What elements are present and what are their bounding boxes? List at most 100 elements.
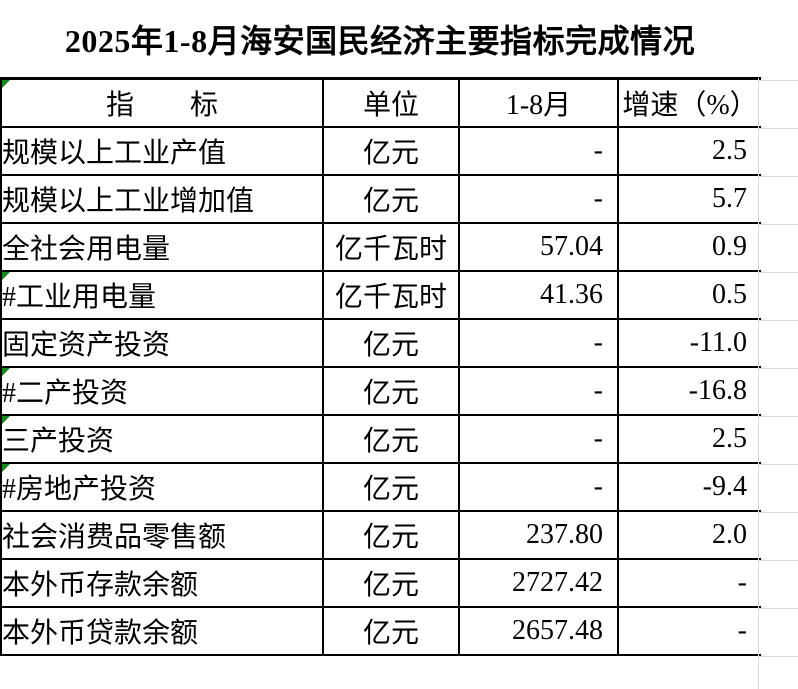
unit-cell-value: 亿元 bbox=[362, 378, 419, 409]
period-cell[interactable]: - bbox=[459, 127, 619, 176]
growth-cell-value: 0.9 bbox=[712, 231, 747, 262]
indicator-cell[interactable]: 规模以上工业产值 bbox=[1, 127, 324, 176]
error-indicator-triangle bbox=[2, 416, 10, 424]
table-row: 规模以上工业产值 亿元 - 2.5 bbox=[1, 127, 761, 176]
indicator-cell[interactable]: #房地产投资 bbox=[1, 463, 324, 512]
unit-cell-value: 亿元 bbox=[362, 618, 419, 649]
period-cell[interactable]: - bbox=[459, 367, 619, 416]
unit-cell[interactable]: 亿千瓦时 bbox=[323, 223, 460, 272]
period-cell[interactable]: 237.80 bbox=[459, 511, 619, 560]
period-cell[interactable]: - bbox=[459, 319, 619, 368]
period-cell[interactable]: - bbox=[459, 463, 619, 512]
growth-cell[interactable]: 5.7 bbox=[618, 175, 761, 224]
indicator-cell[interactable]: 社会消费品零售额 bbox=[1, 511, 324, 560]
header-period-label: 1-8月 bbox=[505, 90, 572, 121]
indicator-cell[interactable]: 固定资产投资 bbox=[1, 319, 324, 368]
indicator-cell-value: 全社会用电量 bbox=[2, 234, 171, 265]
gridline-vertical bbox=[758, 78, 759, 689]
table-row: 社会消费品零售额 亿元 237.80 2.0 bbox=[1, 511, 761, 560]
growth-cell[interactable]: 2.0 bbox=[618, 511, 761, 560]
period-cell[interactable]: - bbox=[459, 415, 619, 464]
period-cell-value: 41.36 bbox=[540, 279, 603, 310]
header-period-cell[interactable]: 1-8月 bbox=[459, 78, 619, 128]
unit-cell-value: 亿元 bbox=[362, 474, 419, 505]
indicator-cell-value: 三产投资 bbox=[2, 426, 115, 457]
header-row: 指 标 单位 1-8月 增速（%） bbox=[1, 78, 761, 128]
error-indicator-triangle bbox=[2, 464, 10, 472]
unit-cell[interactable]: 亿元 bbox=[323, 511, 460, 560]
unit-cell[interactable]: 亿元 bbox=[323, 127, 460, 176]
unit-cell[interactable]: 亿元 bbox=[323, 319, 460, 368]
unit-cell-value: 亿千瓦时 bbox=[334, 282, 447, 313]
page-title: 2025年1-8月海安国民经济主要指标完成情况 bbox=[64, 22, 696, 59]
unit-cell[interactable]: 亿元 bbox=[323, 175, 460, 224]
header-growth-label: 增速（%） bbox=[622, 90, 758, 121]
growth-cell[interactable]: 0.9 bbox=[618, 223, 761, 272]
growth-cell-value: 0.5 bbox=[712, 279, 747, 310]
indicator-cell[interactable]: 本外币存款余额 bbox=[1, 559, 324, 608]
period-cell-value: - bbox=[593, 423, 603, 454]
indicator-cell[interactable]: 三产投资 bbox=[1, 415, 324, 464]
indicator-cell-value: 规模以上工业增加值 bbox=[2, 186, 255, 217]
indicator-cell[interactable]: 全社会用电量 bbox=[1, 223, 324, 272]
period-cell-value: 2727.42 bbox=[512, 567, 603, 598]
unit-cell-value: 亿元 bbox=[362, 186, 419, 217]
period-cell[interactable]: 2727.42 bbox=[459, 559, 619, 608]
gridline-right-strip bbox=[759, 80, 798, 687]
period-cell-value: 57.04 bbox=[540, 231, 603, 262]
unit-cell-value: 亿元 bbox=[362, 522, 419, 553]
table-row: 三产投资 亿元 - 2.5 bbox=[1, 415, 761, 464]
indicator-cell[interactable]: 规模以上工业增加值 bbox=[1, 175, 324, 224]
unit-cell[interactable]: 亿元 bbox=[323, 559, 460, 608]
indicator-cell[interactable]: #工业用电量 bbox=[1, 271, 324, 320]
indicator-cell-value: #工业用电量 bbox=[2, 282, 157, 313]
unit-cell[interactable]: 亿千瓦时 bbox=[323, 271, 460, 320]
growth-cell[interactable]: -11.0 bbox=[618, 319, 761, 368]
indicators-table: 指 标 单位 1-8月 增速（%） 规模以上工业产值 亿元 -2.5 规模以上工业增加… bbox=[0, 77, 761, 656]
period-cell[interactable]: 57.04 bbox=[459, 223, 619, 272]
title-cell[interactable]: 2025年1-8月海安国民经济主要指标完成情况 bbox=[0, 0, 760, 77]
header-growth-cell[interactable]: 增速（%） bbox=[618, 78, 761, 128]
growth-cell-value: 2.5 bbox=[712, 423, 747, 454]
growth-cell-value: 5.7 bbox=[712, 183, 747, 214]
period-cell[interactable]: 2657.48 bbox=[459, 607, 619, 656]
growth-cell[interactable]: - bbox=[618, 607, 761, 656]
indicator-cell-value: 本外币存款余额 bbox=[2, 570, 199, 601]
unit-cell[interactable]: 亿元 bbox=[323, 607, 460, 656]
indicator-cell-value: 规模以上工业产值 bbox=[2, 138, 227, 169]
period-cell[interactable]: 41.36 bbox=[459, 271, 619, 320]
growth-cell[interactable]: - bbox=[618, 559, 761, 608]
unit-cell[interactable]: 亿元 bbox=[323, 463, 460, 512]
header-unit-label: 单位 bbox=[362, 90, 419, 121]
unit-cell-value: 亿千瓦时 bbox=[334, 234, 447, 265]
growth-cell[interactable]: 2.5 bbox=[618, 127, 761, 176]
header-indicator-label: 指 标 bbox=[105, 90, 218, 121]
growth-cell[interactable]: -16.8 bbox=[618, 367, 761, 416]
table-row: #二产投资 亿元 - -16.8 bbox=[1, 367, 761, 416]
unit-cell[interactable]: 亿元 bbox=[323, 415, 460, 464]
header-indicator-cell[interactable]: 指 标 bbox=[1, 78, 324, 128]
indicator-cell-value: 本外币贷款余额 bbox=[2, 618, 199, 649]
period-cell[interactable]: - bbox=[459, 175, 619, 224]
table-row: #房地产投资 亿元 - -9.4 bbox=[1, 463, 761, 512]
unit-cell[interactable]: 亿元 bbox=[323, 367, 460, 416]
header-unit-cell[interactable]: 单位 bbox=[323, 78, 460, 128]
table-row: 全社会用电量 亿千瓦时 57.04 0.9 bbox=[1, 223, 761, 272]
unit-cell-value: 亿元 bbox=[362, 570, 419, 601]
table-row: #工业用电量 亿千瓦时 41.36 0.5 bbox=[1, 271, 761, 320]
growth-cell-value: - bbox=[737, 567, 747, 598]
table-row: 固定资产投资 亿元 - -11.0 bbox=[1, 319, 761, 368]
period-cell-value: - bbox=[593, 327, 603, 358]
unit-cell-value: 亿元 bbox=[362, 426, 419, 457]
growth-cell[interactable]: -9.4 bbox=[618, 463, 761, 512]
indicator-cell-value: 固定资产投资 bbox=[2, 330, 171, 361]
indicator-cell[interactable]: #二产投资 bbox=[1, 367, 324, 416]
indicator-cell[interactable]: 本外币贷款余额 bbox=[1, 607, 324, 656]
unit-cell-value: 亿元 bbox=[362, 138, 419, 169]
growth-cell[interactable]: 2.5 bbox=[618, 415, 761, 464]
unit-cell-value: 亿元 bbox=[362, 330, 419, 361]
growth-cell-value: 2.0 bbox=[712, 519, 747, 550]
error-indicator-triangle bbox=[2, 80, 10, 88]
growth-cell[interactable]: 0.5 bbox=[618, 271, 761, 320]
period-cell-value: 2657.48 bbox=[512, 615, 603, 646]
